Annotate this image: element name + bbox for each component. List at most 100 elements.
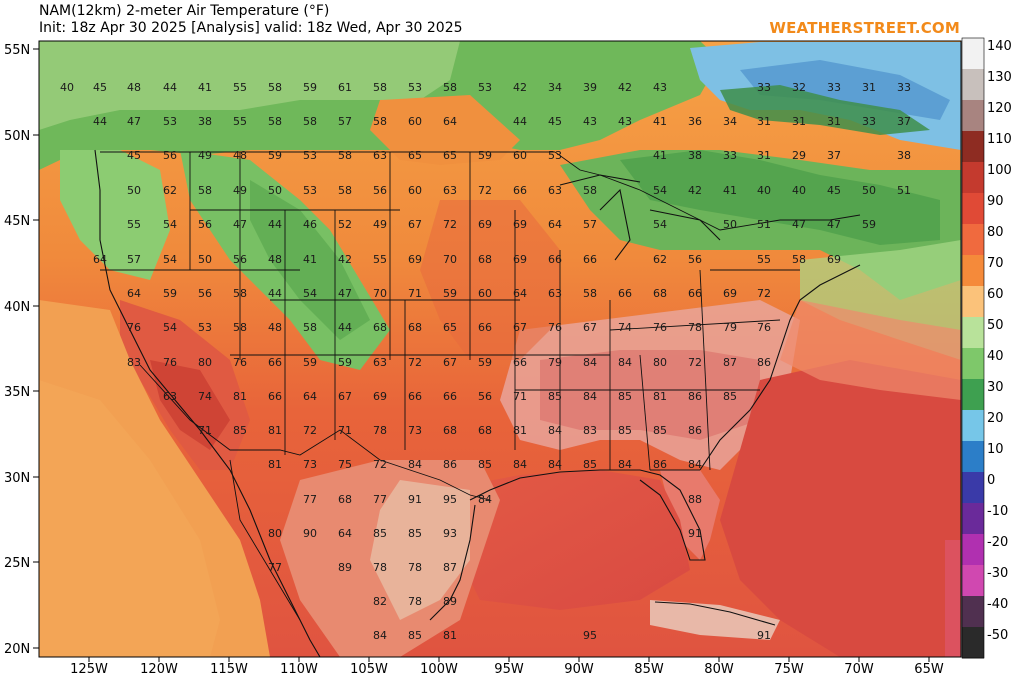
station-temp-22: 33 (897, 81, 911, 94)
colorbar-swatch-6 (962, 224, 984, 256)
station-temp-150: 58 (233, 321, 247, 334)
longitude-axis: 125W 120W 115W 110W 105W 100W 95W 90W 85… (70, 657, 944, 677)
station-temp-207: 78 (373, 424, 387, 437)
station-temp-249: 82 (373, 595, 387, 608)
coast-atlantic (699, 264, 861, 471)
station-temp-195: 71 (513, 390, 527, 403)
station-temp-29: 58 (303, 115, 317, 128)
station-temp-85: 45 (827, 184, 841, 197)
station-temp-229: 84 (688, 458, 702, 471)
station-temp-169: 76 (233, 356, 247, 369)
colorbar-label-4: 100 (987, 163, 1012, 178)
station-temp-87: 51 (897, 184, 911, 197)
colorbar-swatch-3 (962, 131, 984, 163)
station-temp-226: 85 (583, 458, 597, 471)
colorbar-label-10: 40 (987, 349, 1004, 364)
station-temp-192: 66 (408, 390, 422, 403)
lon-label-125w: 125W (70, 662, 108, 677)
station-temp-182: 72 (688, 356, 702, 369)
station-temp-41: 31 (757, 115, 771, 128)
border-col-11 (639, 354, 651, 471)
station-temp-57: 60 (513, 149, 527, 162)
colorbar-label-2: 120 (987, 101, 1012, 116)
station-temp-172: 59 (338, 356, 352, 369)
border-great-lakes (554, 151, 861, 231)
field-florida (660, 470, 720, 560)
station-temp-84: 40 (792, 184, 806, 197)
station-temp-143: 68 (653, 287, 667, 300)
station-temp-116: 55 (373, 253, 387, 266)
station-temp-5: 55 (233, 81, 247, 94)
station-temp-8: 61 (338, 81, 352, 94)
station-temp-33: 64 (443, 115, 457, 128)
station-temp-132: 44 (268, 287, 282, 300)
lat-label-40n: 40N (4, 300, 30, 315)
border-col-12 (699, 269, 711, 471)
station-temp-151: 48 (268, 321, 282, 334)
station-temp-2: 48 (127, 81, 141, 94)
station-temp-15: 39 (583, 81, 597, 94)
station-temp-209: 68 (443, 424, 457, 437)
station-temp-255: 95 (583, 629, 597, 642)
colorbar-swatch-11 (962, 379, 984, 411)
station-temp-167: 76 (163, 356, 177, 369)
field-dark-blue-quebec (740, 60, 950, 120)
map-field: 40 45 48 44 41 55 58 59 61 58 53 58 53 42 34 39 42 43 33 32… (39, 41, 961, 657)
station-temp-224: 84 (513, 458, 527, 471)
colorbar-swatch-9 (962, 317, 984, 349)
colorbar-frame (961, 37, 985, 659)
station-temp-135: 70 (373, 287, 387, 300)
field-mexico-pale (370, 480, 470, 620)
coast-cuba (654, 601, 776, 626)
lon-label-80w: 80W (704, 662, 734, 677)
station-temp-79: 58 (583, 184, 597, 197)
station-temp-21: 31 (862, 81, 876, 94)
colorbar-label-19: -50 (987, 628, 1008, 643)
station-temp-177: 66 (513, 356, 527, 369)
station-temp-254: 81 (443, 629, 457, 642)
station-temp-67: 62 (163, 184, 177, 197)
lon-label-75w: 75W (774, 662, 804, 677)
station-temp-185: 63 (163, 390, 177, 403)
station-temp-46: 45 (127, 149, 141, 162)
coast-mexico-gulf (429, 504, 476, 621)
station-temp-130: 56 (198, 287, 212, 300)
station-temp-142: 66 (618, 287, 632, 300)
station-temp-9: 58 (373, 81, 387, 94)
colorbar-swatch-13 (962, 441, 984, 473)
station-temp-198: 85 (618, 390, 632, 403)
border-baja (229, 459, 301, 621)
field-dark-green-northeast (620, 150, 940, 245)
station-temp-64: 37 (827, 149, 841, 162)
station-temp-88: 55 (127, 218, 141, 231)
station-temp-27: 55 (233, 115, 247, 128)
colorbar-swatch-16 (962, 534, 984, 566)
station-temp-188: 66 (268, 390, 282, 403)
lon-label-100w: 100W (420, 662, 458, 677)
colorbar-swatch-10 (962, 348, 984, 380)
station-temp-73: 56 (373, 184, 387, 197)
station-temp-139: 64 (513, 287, 527, 300)
station-temp-71: 53 (303, 184, 317, 197)
station-temp-60: 38 (688, 149, 702, 162)
station-temp-242: 93 (443, 527, 457, 540)
brand-logo-text[interactable]: WEATHERSTREET.COM (769, 19, 960, 37)
station-temp-103: 50 (723, 218, 737, 231)
station-temp-123: 62 (653, 253, 667, 266)
station-temp-202: 71 (198, 424, 212, 437)
station-temp-96: 67 (408, 218, 422, 231)
station-temp-95: 49 (373, 218, 387, 231)
station-temp-152: 58 (303, 321, 317, 334)
station-temp-102: 54 (653, 218, 667, 231)
colorbar-swatch-15 (962, 503, 984, 535)
station-temp-162: 76 (653, 321, 667, 334)
station-temp-82: 41 (723, 184, 737, 197)
station-temp-159: 76 (548, 321, 562, 334)
station-temp-129: 59 (163, 287, 177, 300)
station-temp-232: 77 (373, 493, 387, 506)
coast-lake-michigan (599, 188, 631, 261)
colorbar-label-16: -20 (987, 535, 1008, 550)
station-temp-6: 58 (268, 81, 282, 94)
station-temp-197: 84 (583, 390, 597, 403)
station-temp-138: 60 (478, 287, 492, 300)
